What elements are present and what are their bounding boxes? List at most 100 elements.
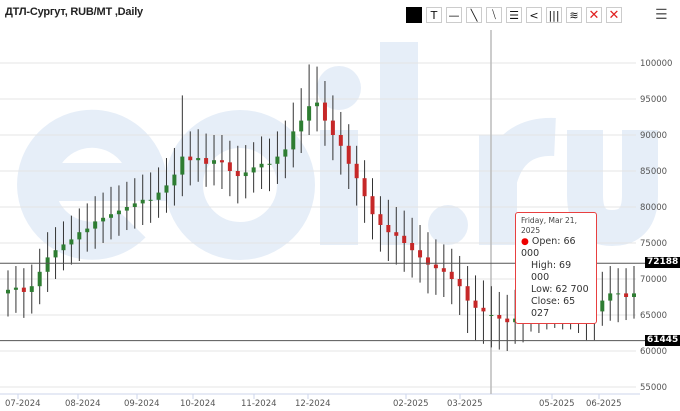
candle-body bbox=[69, 239, 74, 245]
candle-body bbox=[109, 214, 114, 218]
candle-body bbox=[85, 228, 90, 233]
candle-body bbox=[322, 102, 327, 121]
x-tick-label: 02-2025 bbox=[393, 399, 429, 409]
delete-selected-button[interactable]: ✕ bbox=[586, 7, 602, 23]
parallel-lines-tool-button[interactable]: ⧹ bbox=[486, 7, 502, 23]
candle-body bbox=[188, 156, 193, 161]
hamburger-icon[interactable]: ☰ bbox=[655, 7, 668, 23]
candle-body bbox=[600, 300, 605, 312]
candle-body bbox=[251, 167, 256, 173]
tooltip-high: High: 69 000 bbox=[531, 260, 572, 283]
vertical-lines-tool-button[interactable]: ||| bbox=[546, 7, 562, 23]
candle-body bbox=[61, 244, 66, 251]
y-tick-label: 90000 bbox=[640, 131, 667, 141]
candle-body bbox=[418, 250, 423, 258]
y-tick-label: 65000 bbox=[640, 311, 667, 321]
candle-body bbox=[489, 315, 494, 316]
candle-body bbox=[283, 149, 288, 157]
candle-body bbox=[624, 293, 629, 297]
candle-body bbox=[212, 160, 217, 164]
level-badge-lower: 61445 bbox=[645, 335, 680, 346]
watermark-letter-o bbox=[165, 110, 315, 260]
candle-body bbox=[307, 106, 312, 121]
ohlc-tooltip: Friday, Mar 21, 2025 ● Open: 66 000 High… bbox=[515, 212, 597, 324]
candle-body bbox=[362, 178, 367, 197]
level-badge-upper: 72188 bbox=[645, 257, 680, 268]
candle-body bbox=[180, 156, 185, 175]
fan-tool-button[interactable]: < bbox=[526, 7, 542, 23]
delete-all-button[interactable]: ✕ bbox=[606, 7, 622, 23]
candle-body bbox=[425, 257, 430, 265]
candle-body bbox=[101, 217, 106, 222]
candle-body bbox=[338, 135, 343, 146]
watermark-letter-i bbox=[320, 130, 358, 245]
candle-body bbox=[93, 221, 98, 229]
x-tick-label: 10-2024 bbox=[180, 399, 216, 409]
candle-body bbox=[481, 307, 486, 312]
candle-body bbox=[457, 279, 462, 287]
x-tick-label: 03-2025 bbox=[447, 399, 483, 409]
candle-body bbox=[196, 158, 201, 161]
candle-body bbox=[354, 163, 359, 179]
candle-body bbox=[116, 210, 121, 215]
candle-body bbox=[299, 120, 304, 132]
candle-body bbox=[370, 196, 375, 215]
candle-body bbox=[315, 102, 320, 107]
candle-body bbox=[497, 315, 502, 319]
candle-body bbox=[441, 268, 446, 272]
candle-body bbox=[156, 192, 161, 200]
candle-body bbox=[616, 293, 621, 295]
candle-body bbox=[291, 131, 296, 150]
watermark-letter-l bbox=[380, 42, 418, 245]
candle-body bbox=[259, 163, 264, 168]
y-tick-label: 75000 bbox=[640, 239, 667, 249]
candle-body bbox=[6, 289, 10, 294]
y-tick-label: 80000 bbox=[640, 203, 667, 213]
candle-body bbox=[608, 293, 613, 301]
y-tick-label: 60000 bbox=[640, 347, 667, 357]
candle-body bbox=[449, 271, 454, 279]
candle-body bbox=[402, 235, 407, 243]
text-tool-button[interactable]: T bbox=[426, 7, 442, 23]
x-tick-label: 08-2024 bbox=[65, 399, 101, 409]
candle-body bbox=[473, 300, 478, 308]
x-tick-label: 12-2024 bbox=[295, 399, 331, 409]
tooltip-date: Friday, Mar 21, 2025 bbox=[521, 216, 577, 235]
y-tick-label: 55000 bbox=[640, 383, 667, 393]
x-tick-label: 07-2024 bbox=[5, 399, 41, 409]
candle-body bbox=[330, 120, 335, 135]
chart-title: ДТЛ-Сургут, RUB/MT ,Daily bbox=[5, 6, 143, 18]
candle-body bbox=[378, 214, 383, 225]
candle-body bbox=[132, 203, 137, 207]
x-tick-label: 09-2024 bbox=[124, 399, 160, 409]
fibonacci-tool-button[interactable]: ≋ bbox=[566, 7, 582, 23]
candle-body bbox=[219, 160, 224, 163]
x-tick-label: 11-2024 bbox=[241, 399, 277, 409]
candle-body bbox=[505, 318, 510, 323]
candle-body bbox=[346, 145, 351, 164]
candle-body bbox=[124, 207, 129, 211]
candle-body bbox=[77, 232, 82, 240]
color-swatch-button[interactable] bbox=[406, 7, 422, 23]
candle-body bbox=[267, 163, 272, 165]
candle-body bbox=[204, 158, 209, 164]
series-dot-icon: ● bbox=[521, 237, 529, 247]
candle-body bbox=[275, 156, 280, 164]
candle-body bbox=[410, 243, 415, 251]
horizontal-lines-tool-button[interactable]: ☰ bbox=[506, 7, 522, 23]
horizontal-line-tool-button[interactable]: — bbox=[446, 7, 462, 23]
candle-body bbox=[164, 185, 169, 193]
y-tick-label: 70000 bbox=[640, 275, 667, 285]
candle-body bbox=[13, 287, 18, 290]
candle-body bbox=[140, 199, 145, 204]
candle-body bbox=[29, 286, 34, 292]
tooltip-low: Low: 62 700 bbox=[531, 284, 589, 295]
trend-line-tool-button[interactable]: ╲ bbox=[466, 7, 482, 23]
watermark-dot bbox=[428, 205, 468, 245]
tooltip-open: Open: 66 000 bbox=[521, 236, 576, 259]
drawing-toolbar: T — ╲ ⧹ ☰ < ||| ≋ ✕ ✕ bbox=[406, 7, 622, 23]
y-tick-label: 95000 bbox=[640, 95, 667, 105]
candle-body bbox=[632, 293, 636, 297]
watermark-letter-e bbox=[17, 109, 169, 260]
